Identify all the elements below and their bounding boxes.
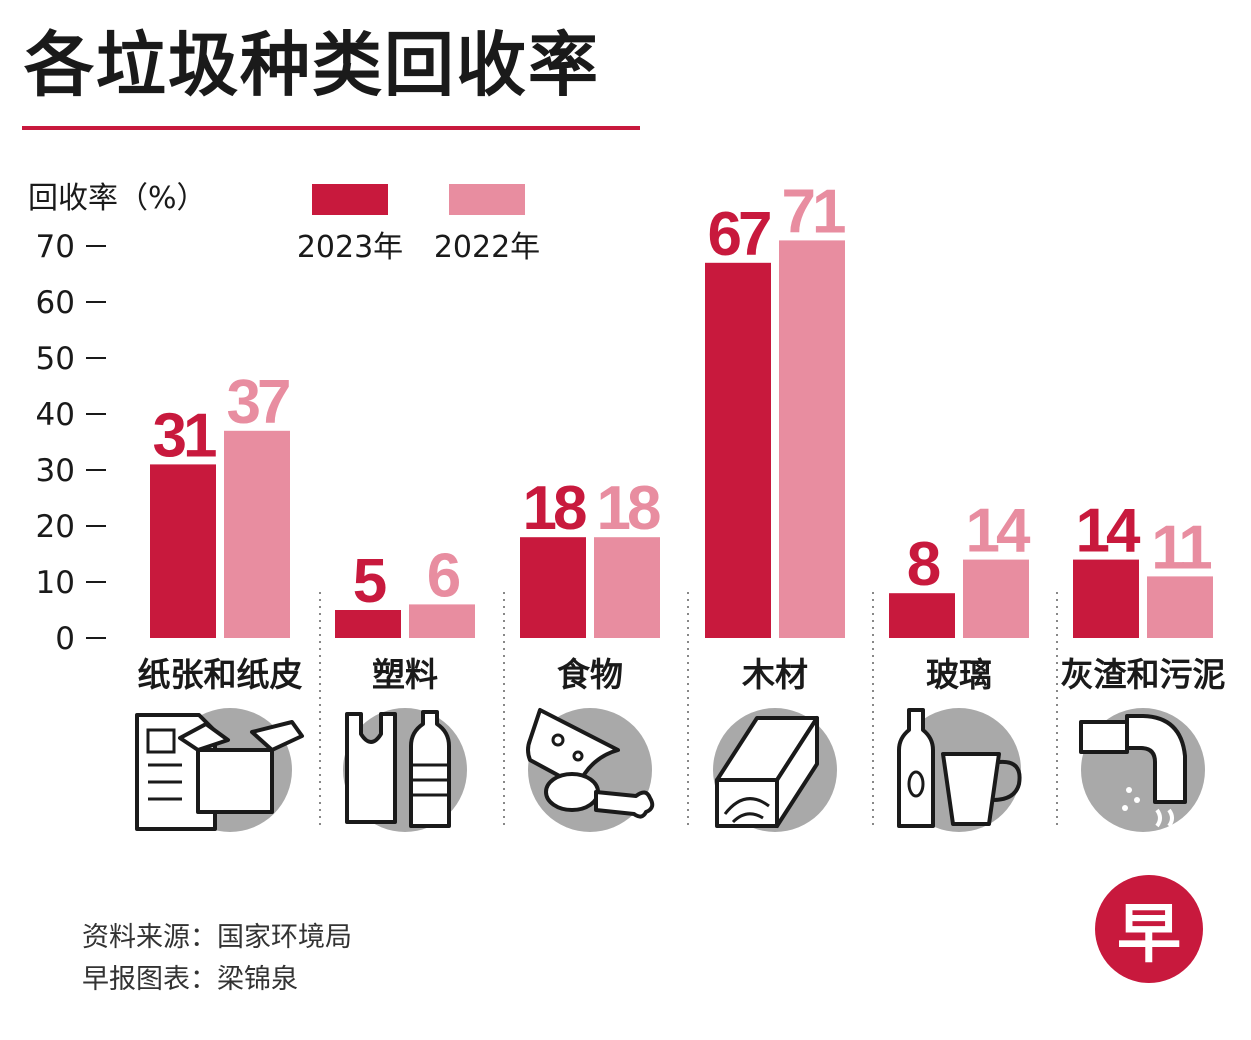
y-tick-label: 40 bbox=[36, 397, 75, 433]
y-tick-label: 0 bbox=[55, 621, 75, 657]
category-label: 木材 bbox=[741, 655, 808, 694]
category-label: 纸张和纸皮 bbox=[138, 655, 303, 694]
data-label-2023: 18 bbox=[523, 474, 586, 543]
bar-2022 bbox=[779, 240, 845, 638]
data-label-2023: 31 bbox=[153, 401, 216, 470]
legend-swatch-2022 bbox=[449, 184, 525, 215]
credit-note: 早报图表：梁锦泉 bbox=[82, 964, 298, 995]
data-label-2022: 18 bbox=[597, 474, 660, 543]
bar-2022 bbox=[594, 537, 660, 638]
chart-title: 各垃圾种类回收率 bbox=[24, 24, 600, 106]
title-underline bbox=[22, 126, 640, 130]
pipe-sludge-icon bbox=[1079, 708, 1205, 832]
data-label-2022: 6 bbox=[427, 541, 460, 610]
data-label-2022: 37 bbox=[227, 368, 289, 437]
y-tick-label: 60 bbox=[36, 285, 75, 321]
y-tick-label: 10 bbox=[36, 565, 75, 601]
y-axis-label: 回收率（%） bbox=[28, 181, 207, 216]
y-tick-label: 70 bbox=[36, 229, 75, 265]
bar-2023 bbox=[889, 593, 955, 638]
legend-label-2023: 2023年 bbox=[297, 230, 403, 265]
category-label: 玻璃 bbox=[926, 655, 992, 694]
legend-label-2022: 2022年 bbox=[434, 230, 540, 265]
bar-2023 bbox=[705, 262, 771, 638]
data-label-2023: 67 bbox=[708, 200, 770, 269]
category-label: 灰渣和污泥 bbox=[1061, 655, 1226, 694]
category-label: 食物 bbox=[557, 655, 623, 694]
zaobao-logo: 早 bbox=[1095, 875, 1203, 983]
bar-2023 bbox=[150, 464, 216, 638]
data-label-2023: 5 bbox=[353, 547, 386, 616]
recycling-rate-chart: 回收率（%） 0 10 20 30 40 50 60 70 2023年 2022年 31 37 纸张和纸皮… bbox=[28, 177, 1226, 832]
bottle-cup-icon bbox=[897, 708, 1022, 832]
data-label-2022: 11 bbox=[1151, 513, 1211, 582]
plastic-bag-bottle-icon bbox=[343, 708, 467, 832]
bar-2022 bbox=[224, 430, 290, 638]
wood-plank-icon bbox=[713, 708, 837, 832]
data-label-2022: 71 bbox=[782, 177, 845, 246]
y-tick-label: 30 bbox=[36, 453, 75, 489]
bar-2023 bbox=[1073, 559, 1139, 638]
bar-2022 bbox=[409, 604, 475, 638]
y-tick-label: 50 bbox=[36, 341, 75, 377]
category-label: 塑料 bbox=[372, 655, 438, 694]
cheese-drumstick-icon bbox=[526, 708, 655, 832]
legend-swatch-2023 bbox=[312, 184, 388, 215]
data-label-2022: 14 bbox=[966, 497, 1031, 566]
data-label-2023: 8 bbox=[907, 530, 940, 599]
source-note: 资料来源：国家环境局 bbox=[82, 922, 352, 953]
y-tick-label: 20 bbox=[36, 509, 75, 545]
bar-2023 bbox=[520, 537, 586, 638]
bar-2022 bbox=[963, 559, 1029, 638]
paper-box-icon bbox=[135, 708, 304, 832]
data-label-2023: 14 bbox=[1076, 497, 1141, 566]
bar-2022 bbox=[1147, 576, 1213, 638]
bar-2023 bbox=[335, 610, 401, 638]
